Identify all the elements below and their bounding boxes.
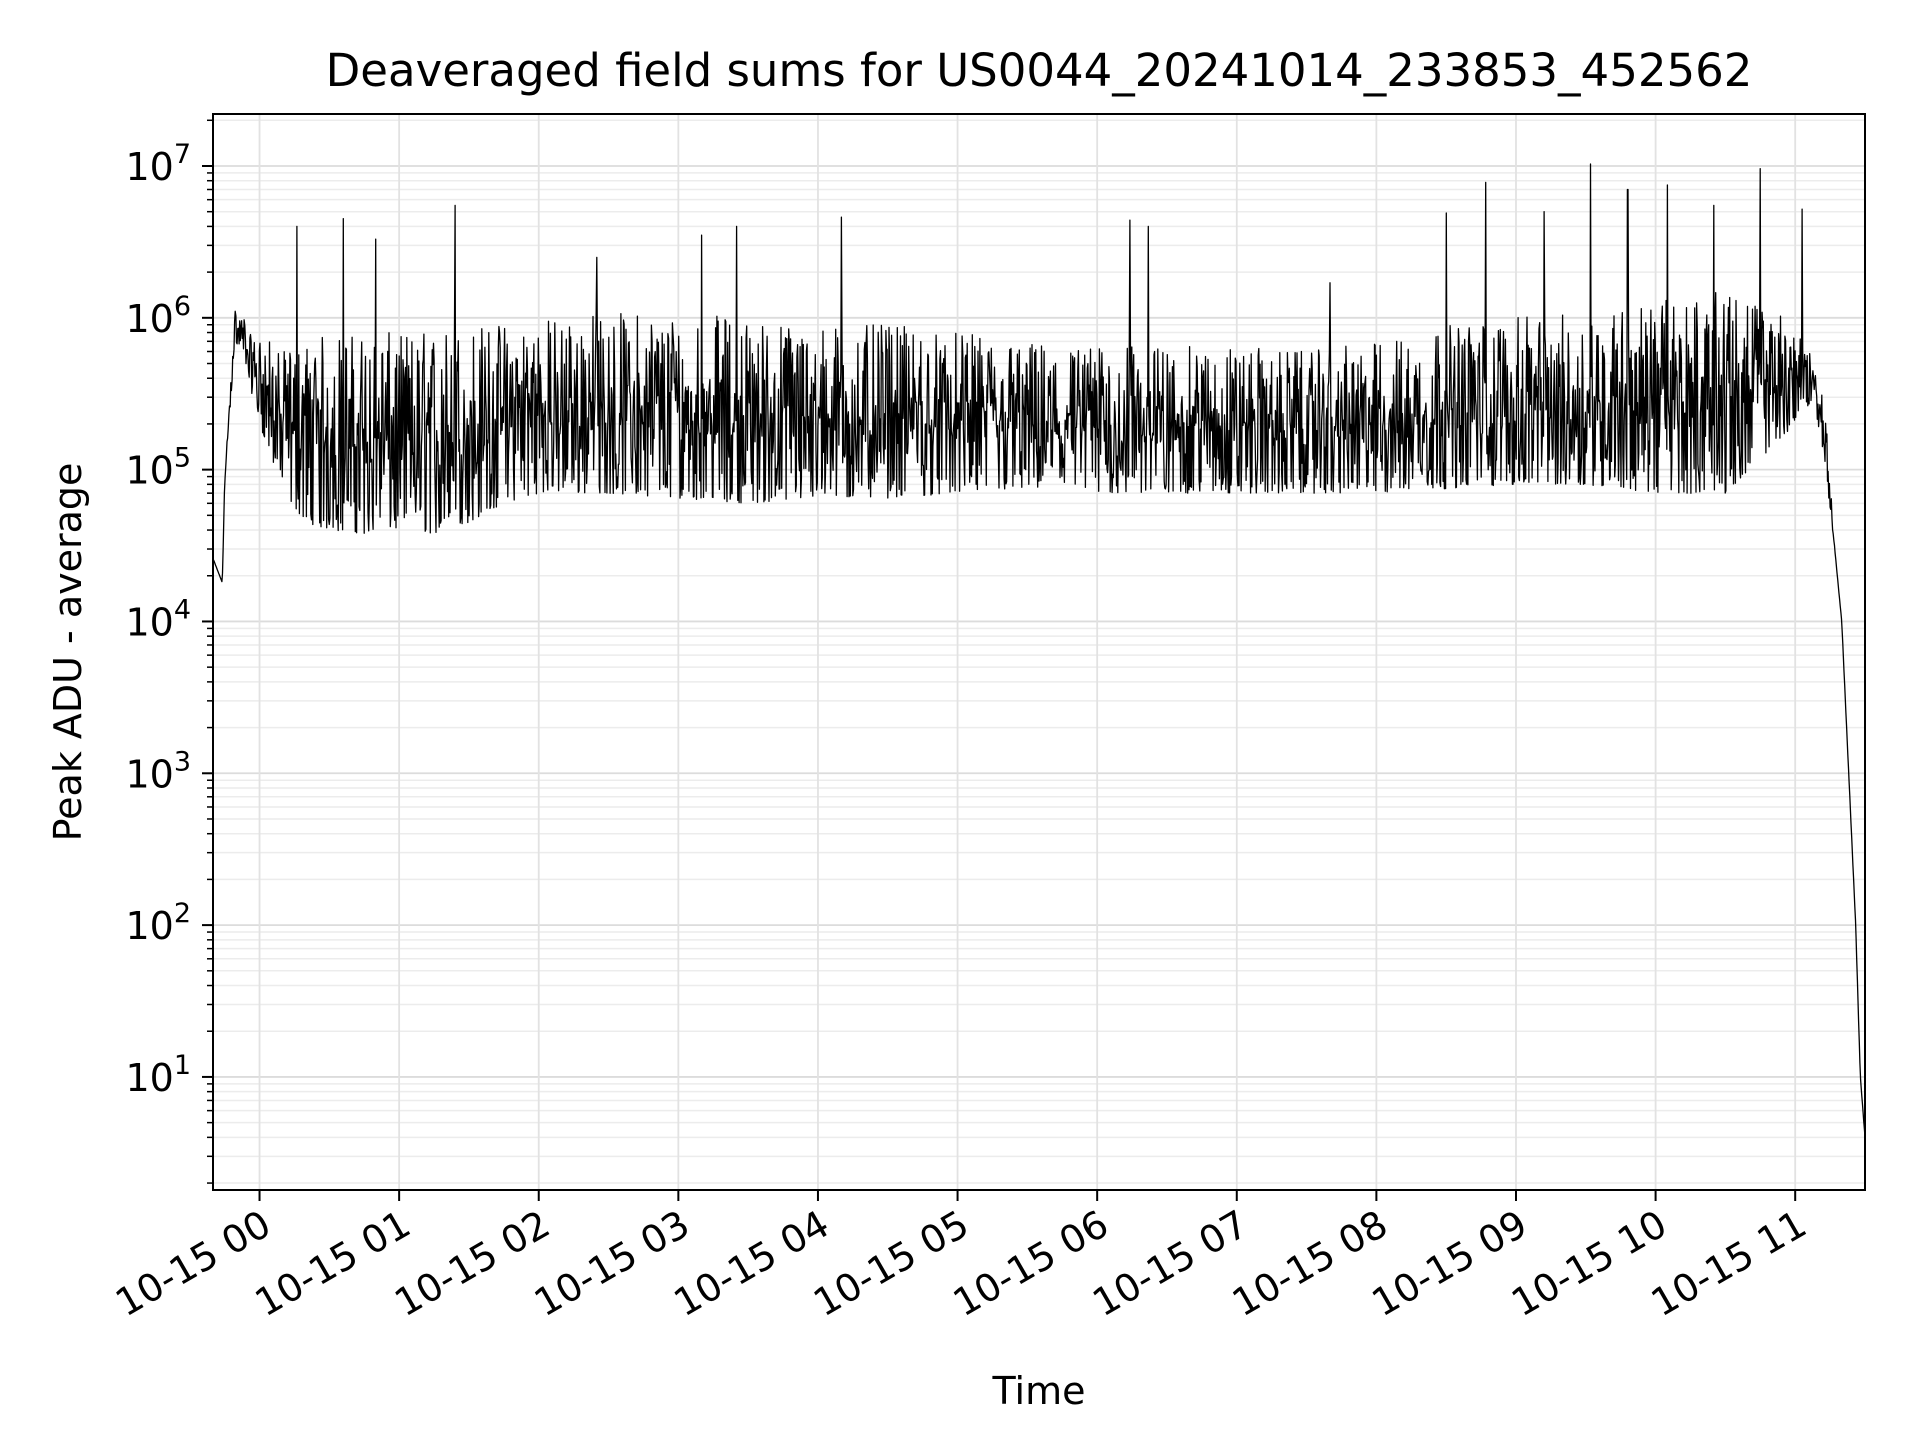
y-tick-label: 103: [125, 746, 191, 796]
y-tick-label: 102: [125, 898, 191, 948]
plot-frame: [212, 113, 1866, 1191]
y-axis-label: Peak ADU - average: [46, 463, 90, 842]
y-tick-label: 101: [125, 1050, 191, 1100]
y-tick-label: 105: [125, 443, 191, 493]
x-axis-label: Time: [992, 1369, 1086, 1413]
y-tick-label: 107: [125, 139, 191, 189]
series-group: [213, 163, 1865, 1138]
grid: [213, 114, 1865, 1190]
y-tick-label: 104: [125, 594, 191, 644]
chart-title: Deaveraged field sums for US0044_2024101…: [326, 44, 1753, 97]
y-tick-label: 106: [125, 291, 191, 341]
y-axis: 101 102 103 104 105 106 107: [125, 119, 213, 1184]
series-line: [213, 163, 1865, 1138]
